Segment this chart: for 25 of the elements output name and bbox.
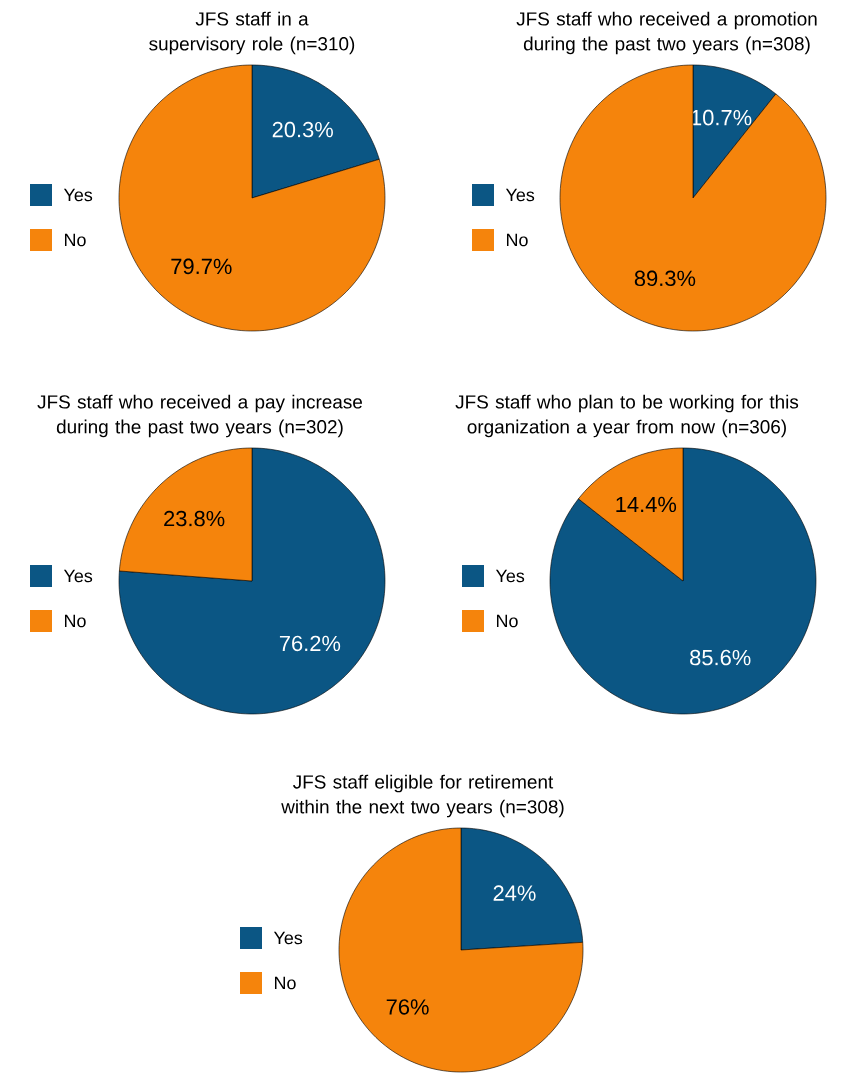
chart-title: JFS staff who received a promotion during the past two years (n=308) [516, 11, 817, 55]
chart-title: JFS staff who received a pay increase during the past two years (n=302) [37, 394, 363, 438]
data-label: 23.8% [164, 510, 225, 527]
data-label: 20.3% [272, 121, 333, 138]
data-label: 24% [493, 885, 536, 901]
legend-label: No [496, 614, 518, 628]
data-label: 14.4% [616, 496, 677, 513]
legend-label: Yes [273, 931, 303, 945]
legend-label: No [64, 233, 86, 247]
legend-label: Yes [505, 188, 535, 202]
data-label: 10.7% [691, 109, 752, 126]
legend-label: Yes [63, 569, 93, 583]
chart-title: JFS staff in a supervisory role (n=310) [149, 11, 355, 55]
legend-label: No [506, 233, 528, 247]
chart-title: JFS staff who plan to be working for this organization a year from now (n=306) [455, 394, 799, 438]
legend-label: No [274, 976, 296, 990]
data-label: 76.2% [279, 635, 341, 652]
data-label: 85.6% [690, 649, 751, 666]
data-label: 79.7% [171, 258, 232, 275]
chart-title: JFS staff eligible for retirement within the next two years (n=308) [281, 774, 564, 818]
data-label: 89.3% [634, 270, 696, 287]
legend-label: Yes [495, 569, 525, 583]
legend-label: No [64, 614, 86, 628]
legend-label: Yes [63, 188, 93, 202]
data-label: 76% [386, 999, 429, 1015]
